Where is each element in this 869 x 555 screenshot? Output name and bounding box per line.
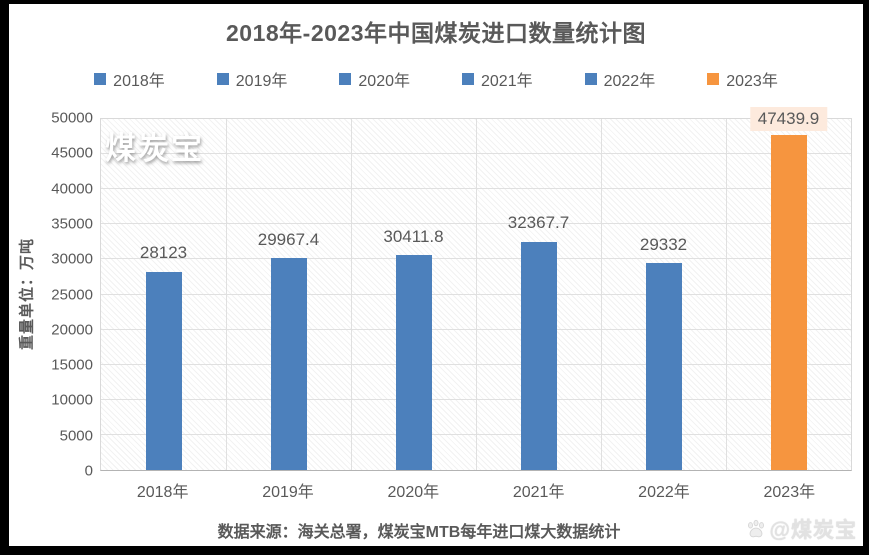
x-label-2021年: 2021年 xyxy=(512,484,565,501)
legend-label: 2023年 xyxy=(726,73,778,90)
legend-swatch-icon xyxy=(584,73,597,85)
legend-item-2018年: 2018年 xyxy=(94,67,165,91)
data-label-2019年: 29967.4 xyxy=(257,230,320,250)
bar-column-2019年: 29967.4 xyxy=(226,119,351,470)
bar-2022年 xyxy=(645,262,682,470)
bottom-right-watermark: @煤炭宝 xyxy=(745,514,857,544)
plot-watermark: 煤炭宝 xyxy=(105,131,204,166)
y-axis-ticks: 0 5000 10000 15000 20000 25000 30000 35000 40000… xyxy=(9,111,93,479)
v-gridline xyxy=(726,119,727,470)
bottom-right-watermark-text: @煤炭宝 xyxy=(769,519,857,542)
legend-item-2019年: 2019年 xyxy=(216,67,288,91)
x-axis-labels: 2018年 2019年 2020年 2021年 2022年 2023年 xyxy=(100,478,852,504)
data-label-2022年: 29332 xyxy=(639,234,688,254)
legend-label: 2022年 xyxy=(603,73,656,90)
y-tick-40000: 40000 xyxy=(51,180,93,198)
x-label-2022年: 2022年 xyxy=(638,484,690,501)
plot-area: 煤炭宝 28123 29967.4 30411.8 32367.7 29332 47439… xyxy=(100,106,852,471)
legend-item-2021年: 2021年 xyxy=(462,67,533,91)
legend-swatch-icon xyxy=(94,73,107,85)
data-label-2023年: 47439.9 xyxy=(749,106,828,132)
data-label-2018年: 28123 xyxy=(139,243,188,263)
legend-swatch-icon xyxy=(462,73,474,85)
bar-2019年 xyxy=(270,258,307,470)
legend-label: 2021年 xyxy=(481,73,533,90)
x-label-2023年: 2023年 xyxy=(763,484,816,501)
y-tick-35000: 35000 xyxy=(51,215,93,233)
legend-swatch-icon xyxy=(707,73,720,85)
bar-2023年 xyxy=(770,135,807,470)
y-tick-30000: 30000 xyxy=(51,250,93,268)
chart-title: 2018年-2023年中国煤炭进口数量统计图 xyxy=(226,20,646,46)
bar-column-2023年: 47439.9 xyxy=(726,106,851,470)
legend-swatch-icon xyxy=(216,73,229,85)
data-label-2021年: 32367.7 xyxy=(507,213,570,233)
v-gridline xyxy=(601,119,602,470)
x-label-2020年: 2020年 xyxy=(387,484,440,501)
legend-swatch-icon xyxy=(339,73,352,85)
bar-2020年 xyxy=(395,255,432,470)
v-gridline xyxy=(351,119,352,470)
legend-item-2023年: 2023年 xyxy=(707,67,778,91)
bar-2021年 xyxy=(520,241,557,470)
v-gridline xyxy=(226,119,227,470)
legend-item-2020年: 2020年 xyxy=(339,67,410,91)
bar-column-2021年: 32367.7 xyxy=(476,119,601,470)
y-tick-20000: 20000 xyxy=(51,321,93,339)
bar-column-2020年: 30411.8 xyxy=(351,119,476,470)
x-label-2018年: 2018年 xyxy=(136,484,189,501)
legend: 2018年 2019年 2020年 2021年 2022年 2023年 xyxy=(9,66,863,92)
y-tick-0: 0 xyxy=(84,462,93,480)
y-tick-10000: 10000 xyxy=(51,391,93,409)
legend-label: 2019年 xyxy=(235,73,288,90)
bar-column-2022年: 29332 xyxy=(601,119,726,470)
x-label-2019年: 2019年 xyxy=(262,484,314,501)
y-tick-50000: 50000 xyxy=(51,109,93,127)
y-tick-15000: 15000 xyxy=(51,356,93,374)
chart-canvas: 2018年-2023年中国煤炭进口数量统计图 2018年 2019年 2020年 20… xyxy=(9,4,863,546)
v-gridline xyxy=(476,119,477,470)
legend-item-2022年: 2022年 xyxy=(584,67,656,91)
y-tick-45000: 45000 xyxy=(51,144,93,162)
y-tick-25000: 25000 xyxy=(51,286,93,303)
y-tick-5000: 5000 xyxy=(59,427,93,445)
data-label-2020年: 30411.8 xyxy=(383,226,444,246)
bar-column-2018年: 28123 xyxy=(101,119,226,470)
legend-label: 2020年 xyxy=(358,73,410,90)
bar-2018年 xyxy=(145,271,182,470)
data-source-note: 数据来源：海关总署，煤炭宝MTB每年进口煤大数据统计 xyxy=(217,524,621,541)
legend-label: 2018年 xyxy=(113,73,165,90)
paw-icon xyxy=(745,518,767,540)
